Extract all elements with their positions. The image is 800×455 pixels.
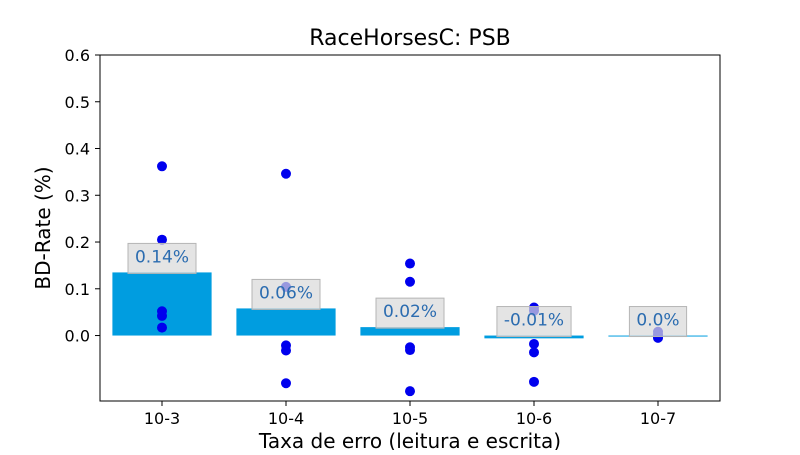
x-tick-label: 10-6 (516, 409, 552, 428)
value-label-10-7: 0.0% (628, 306, 688, 338)
y-axis: 0.0 0.1 0.2 0.3 0.4 0.5 0.6 (65, 46, 100, 346)
x-tick-label: 10-5 (392, 409, 428, 428)
y-axis-title: BD-Rate (%) (31, 166, 55, 289)
value-label-text: -0.01% (504, 311, 564, 331)
y-tick-label: 0.0 (65, 327, 90, 346)
data-point-10-4-1 (281, 168, 291, 179)
x-tick-label: 10-7 (640, 409, 676, 428)
y-tick-label: 0.1 (65, 280, 90, 299)
data-point-10-3-4 (157, 310, 167, 321)
value-label-box (628, 306, 688, 338)
data-point-10-6-3 (529, 338, 539, 349)
data-point-10-3-5 (157, 322, 167, 333)
value-labels-layer: 0.14% 0.06% 0.02% -0.01% 0.0% (127, 242, 688, 338)
x-tick-label: 10-3 (144, 409, 180, 428)
y-tick-label: 0.2 (65, 233, 90, 252)
y-tick-label: 0.4 (65, 140, 90, 159)
x-tick-label: 10-4 (268, 409, 304, 428)
y-tick-label: 0.6 (65, 46, 90, 65)
data-point-10-3-1 (157, 161, 167, 172)
value-label-text: 0.14% (135, 247, 189, 267)
data-point-10-5-4 (405, 345, 415, 356)
value-label-10-5: 0.02% (375, 297, 445, 329)
value-label-10-3: 0.14% (127, 242, 197, 274)
value-label-10-6: -0.01% (496, 306, 572, 338)
data-point-10-3-2 (157, 234, 167, 245)
bar-10-4 (236, 308, 336, 336)
value-label-box (496, 306, 572, 338)
data-point-10-6-4 (529, 347, 539, 358)
points-layer (157, 161, 663, 397)
chart-title: RaceHorsesC: PSB (309, 26, 511, 51)
value-label-text: 0.0% (636, 311, 679, 331)
bar-10-5 (360, 327, 460, 336)
data-point-10-6-5 (529, 376, 539, 387)
data-point-10-5-1 (405, 258, 415, 269)
data-point-10-4-4 (281, 345, 291, 356)
value-label-box (251, 278, 321, 310)
x-axis: 10-3 10-4 10-5 10-6 10-7 (144, 401, 676, 428)
value-label-10-4: 0.06% (251, 278, 321, 310)
data-point-10-5-5 (405, 386, 415, 397)
value-label-text: 0.06% (259, 283, 313, 303)
value-label-box (127, 242, 197, 274)
x-axis-title: Taxa de erro (leitura e escrita) (258, 429, 561, 450)
value-label-box (375, 297, 445, 329)
data-point-10-5-2 (405, 276, 415, 287)
y-tick-label: 0.5 (65, 93, 90, 112)
data-point-10-4-5 (281, 378, 291, 389)
value-label-text: 0.02% (383, 302, 437, 322)
y-tick-label: 0.3 (65, 186, 90, 205)
